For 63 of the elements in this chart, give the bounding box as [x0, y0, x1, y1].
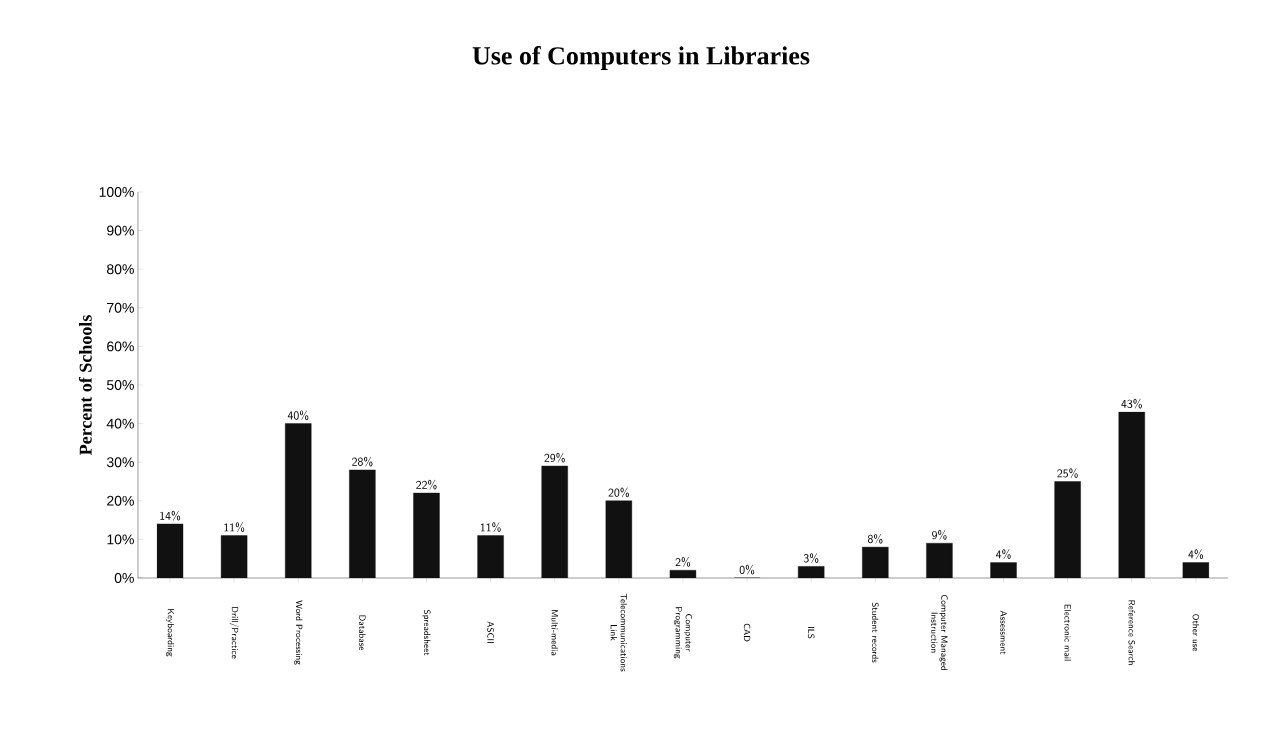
y-tick-label: 20%: [107, 495, 134, 506]
data-label: 22%: [416, 479, 437, 490]
bar: [220, 535, 248, 578]
x-tick-label: Computer Programming: [673, 607, 693, 659]
x-tick-label: Assessment: [1000, 610, 1007, 655]
y-tick-label: 0%: [114, 573, 134, 583]
data-label: 2%: [675, 557, 691, 567]
bar: [669, 570, 697, 578]
x-tick-label: Electronic mail: [1064, 604, 1071, 661]
bar: [156, 523, 184, 578]
data-label: 40%: [287, 410, 309, 421]
x-tick-label: Database: [359, 615, 366, 651]
data-label: 29%: [544, 452, 565, 463]
chart-title: Use of Computers in Libraries: [472, 46, 810, 70]
y-tick-label: 30%: [106, 457, 134, 468]
bar: [349, 469, 376, 578]
data-label: 14%: [160, 510, 181, 521]
y-tick-label: 10%: [107, 534, 134, 545]
data-label: 11%: [224, 522, 245, 532]
x-tick-label: Spreadsheet: [422, 609, 431, 656]
bar: [1054, 481, 1081, 578]
data-label: 25%: [1057, 468, 1078, 478]
y-tick-label: 50%: [106, 380, 134, 390]
x-tick-label: Computer Managed Instruction: [931, 594, 948, 670]
y-tick-label: 90%: [107, 225, 134, 236]
bar: [1182, 562, 1210, 578]
bar: [541, 465, 568, 578]
data-label: 43%: [1121, 398, 1142, 409]
x-tick-label: CAD: [743, 623, 751, 642]
y-tick-label: 70%: [107, 302, 134, 313]
y-axis-title: Percent of Schools: [78, 315, 92, 455]
bar: [605, 500, 633, 578]
bar: [797, 566, 825, 578]
x-tick-label: Reference Search: [1128, 600, 1136, 665]
x-tick-label: ILS: [807, 627, 815, 639]
bar: [285, 423, 312, 578]
y-tick-label: 60%: [107, 341, 134, 352]
data-label: 28%: [352, 456, 373, 467]
data-label: 11%: [480, 522, 501, 532]
x-tick-label: Word Processing: [294, 600, 303, 665]
y-tick-label: 80%: [107, 264, 134, 275]
data-label: 0%: [739, 564, 755, 575]
x-tick-label: ASCII: [487, 621, 494, 643]
data-label: 3%: [803, 553, 819, 563]
data-label: 4%: [996, 549, 1011, 560]
x-tick-label: Student records: [871, 602, 879, 663]
x-tick-label: Multi-media: [551, 610, 558, 656]
x-tick-label: Other use: [1192, 614, 1200, 652]
bar: [990, 562, 1017, 578]
x-tick-label: Drill/Practice: [229, 607, 239, 659]
data-label: 9%: [932, 530, 947, 540]
y-tick-label: 100%: [99, 187, 134, 197]
bar: [862, 546, 889, 578]
y-tick-label: 40%: [106, 418, 134, 429]
bar: [1118, 411, 1145, 578]
x-tick-label: Keyboarding: [165, 609, 175, 657]
bar: [926, 543, 953, 578]
data-label: 4%: [1188, 549, 1204, 560]
x-tick-label: Telecommunications Link: [610, 593, 627, 672]
bar: [413, 492, 440, 578]
bar: [477, 535, 504, 578]
data-label: 20%: [608, 487, 629, 498]
data-label: 8%: [867, 533, 883, 544]
